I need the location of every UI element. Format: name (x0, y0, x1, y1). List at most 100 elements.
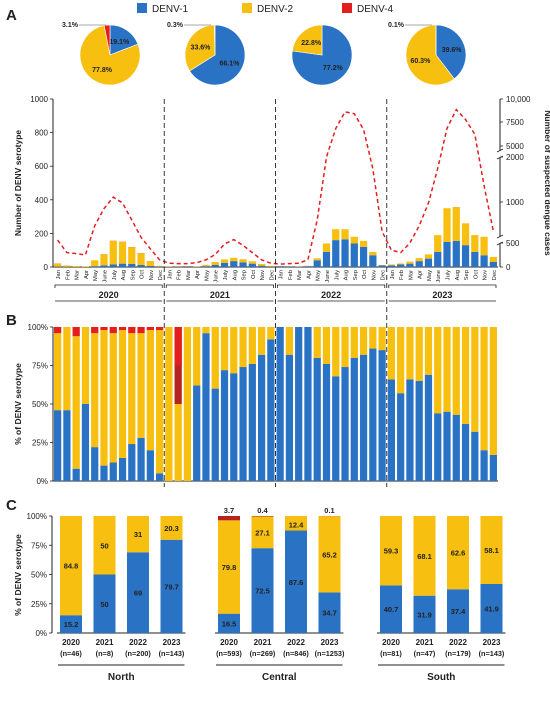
y2-tick-label: 5000 (506, 142, 524, 151)
bar-denv-2 (160, 516, 183, 540)
bar-denv-2 (406, 261, 414, 264)
bar-value-label: 15.2 (64, 620, 79, 629)
bar-value-label: 40.7 (384, 605, 399, 614)
month-label: Feb (65, 270, 71, 280)
month-label: Nov (483, 270, 489, 280)
month-label: Dec (381, 270, 387, 280)
bar-denv-1 (415, 380, 423, 481)
pie-slice-denv-2 (405, 24, 455, 86)
bar-denv-1 (369, 255, 377, 267)
bar-denv-2 (413, 516, 436, 596)
bar-denv-1 (295, 327, 303, 481)
legend-label-denv1: DENV-1 (152, 4, 189, 15)
bar-denv-2 (443, 208, 451, 242)
pie-label-denv4: 0.1% (388, 22, 405, 29)
bar-denv-1 (128, 444, 136, 481)
month-label: Jan (56, 270, 62, 279)
y-tick-label: 1000 (30, 95, 48, 104)
bar-denv-1 (413, 595, 436, 633)
month-label: Oct (251, 270, 257, 279)
y-tick-label: 50% (31, 571, 47, 580)
month-label: June (102, 270, 108, 283)
month-label: June (214, 270, 220, 283)
pie-label-denv-2: 60.3% (410, 58, 431, 65)
bar-denv-2 (359, 327, 368, 355)
bar-denv-1 (276, 327, 284, 481)
bar-denv-1 (378, 265, 386, 267)
bar-denv-2 (350, 236, 358, 244)
bar-denv-2 (424, 254, 433, 259)
bar-denv-1 (434, 251, 442, 267)
y-tick-label: 50% (32, 400, 48, 409)
bar-denv-1 (452, 414, 460, 481)
bar-denv-1 (137, 264, 145, 267)
bar-denv-2 (174, 404, 182, 481)
sample-size-label: (n=179) (445, 649, 471, 658)
bar-value-label: 62.6 (451, 549, 466, 558)
bar-denv-2 (128, 247, 136, 264)
sample-size-label: (n=846) (283, 649, 309, 658)
bar-value-label: 0.1 (324, 506, 334, 515)
month-label: Feb (288, 270, 294, 280)
bar-denv-1 (155, 473, 164, 481)
year-label: 2020 (220, 638, 238, 647)
bar-denv-2 (63, 265, 71, 267)
bar-denv-1 (415, 261, 423, 267)
bar-denv-2 (202, 264, 210, 267)
sample-size-label: (n=269) (250, 649, 276, 658)
bar-denv-1 (239, 367, 247, 481)
bar-denv-1 (118, 457, 127, 481)
y-axis-title: % of DENV serotype (13, 363, 23, 445)
bar-denv-1 (480, 255, 488, 267)
bar-denv-2 (480, 327, 488, 451)
bar-value-label: 84.8 (64, 562, 79, 571)
year-label: 2022 (449, 638, 467, 647)
bar-denv-2 (211, 261, 219, 265)
pie-slice-denv-4 (103, 24, 111, 56)
bar-denv-1 (72, 468, 80, 481)
bar-denv-2 (72, 265, 80, 267)
pie-slice-denv-2 (291, 24, 323, 56)
bar-denv-2 (220, 327, 229, 371)
year-label: 2021 (254, 638, 272, 647)
bar-denv-1 (447, 589, 469, 633)
bar-denv-1 (220, 370, 229, 481)
bar-denv-2 (285, 516, 307, 531)
bar-denv-2 (81, 327, 90, 404)
bar-denv-1 (313, 260, 321, 267)
panel-c-regional-chart: 0% 25% 50% 75% 100% % of DENV serotype 15.2 84.… (13, 506, 506, 683)
bar-denv-2 (137, 253, 145, 265)
month-label: Oct (140, 270, 146, 279)
bar-denv-1 (380, 585, 402, 633)
bar-denv-1 (128, 263, 136, 267)
bar-denv-2 (350, 327, 358, 358)
y2-tick-label: 1000 (506, 198, 524, 207)
legend-swatch-denv2 (242, 3, 252, 13)
bar-denv-2 (211, 327, 219, 389)
pie-label-denv-2: 77.8% (92, 67, 113, 74)
bar-denv-1 (378, 350, 386, 481)
bar-denv-2 (471, 235, 479, 252)
month-label: Mar (75, 270, 81, 280)
sample-size-label: (n=47) (414, 649, 436, 658)
y2-tick-label: 7500 (506, 118, 524, 127)
bar-denv-4 (100, 327, 108, 331)
bar-denv-1 (304, 327, 312, 481)
bar-denv-1 (202, 333, 210, 481)
bar-value-label: 68.1 (417, 552, 432, 561)
bar-denv-2 (63, 327, 71, 411)
year-bracket (388, 284, 497, 288)
bar-denv-2 (109, 240, 117, 265)
bar-denv-1 (218, 613, 240, 633)
bar-denv-2 (341, 229, 349, 240)
bar-value-label: 0.4 (257, 506, 268, 515)
panel-label-a: A (6, 7, 17, 24)
bar-denv-1 (480, 450, 488, 481)
bar-denv-1 (359, 354, 368, 481)
bar-denv-1 (202, 266, 210, 267)
month-label: Jan (390, 270, 396, 279)
bar-denv-1 (471, 431, 479, 481)
bar-denv-2 (248, 327, 256, 364)
year-label: 2023 (163, 638, 181, 647)
bar-denv-2 (93, 516, 116, 575)
